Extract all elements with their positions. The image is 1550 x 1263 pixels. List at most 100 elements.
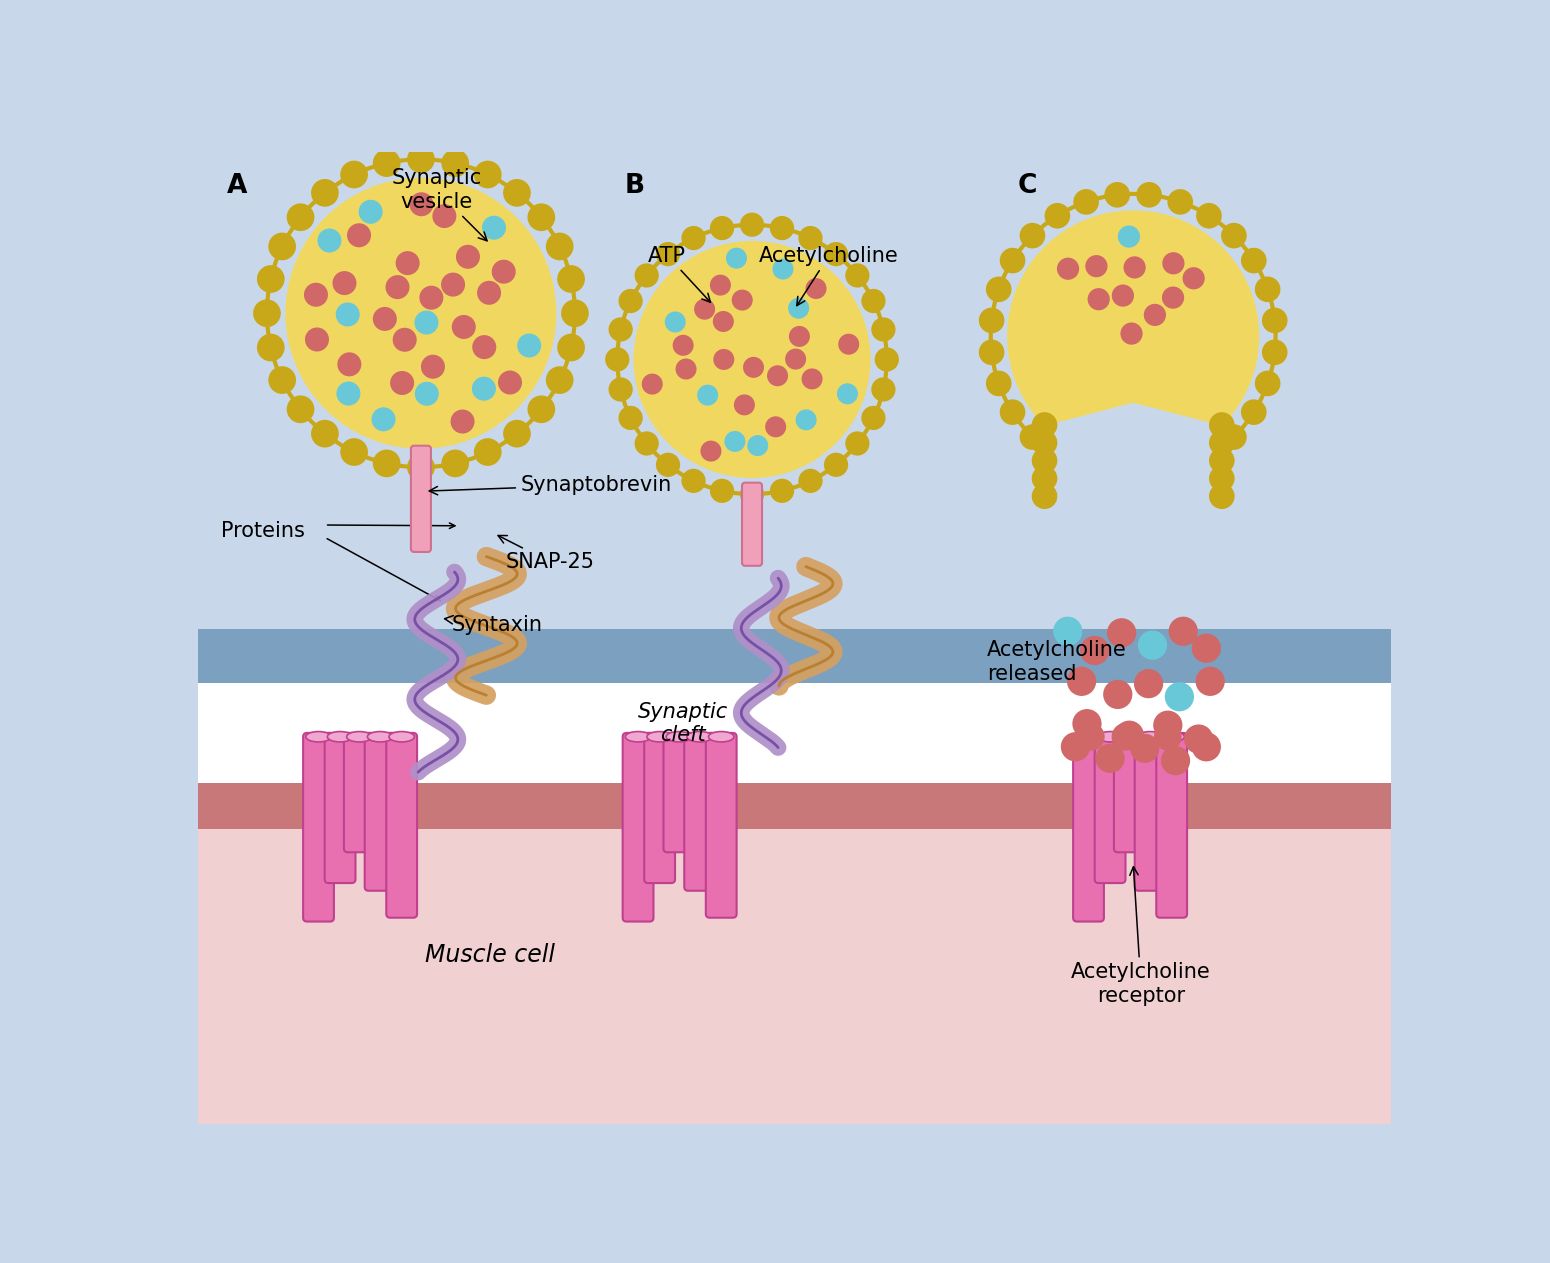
Circle shape xyxy=(1221,424,1246,450)
Circle shape xyxy=(1209,448,1235,474)
Ellipse shape xyxy=(305,731,332,741)
FancyBboxPatch shape xyxy=(1135,733,1166,890)
Circle shape xyxy=(1192,733,1221,762)
Circle shape xyxy=(1130,734,1159,763)
Circle shape xyxy=(1169,616,1198,645)
Circle shape xyxy=(1096,744,1125,773)
Circle shape xyxy=(1242,399,1266,424)
Circle shape xyxy=(1032,448,1057,474)
Circle shape xyxy=(1162,287,1184,308)
Circle shape xyxy=(287,203,315,231)
FancyBboxPatch shape xyxy=(623,733,654,922)
Circle shape xyxy=(656,242,680,266)
Circle shape xyxy=(772,259,794,279)
Circle shape xyxy=(845,263,870,288)
Circle shape xyxy=(374,307,397,331)
Circle shape xyxy=(341,160,367,188)
Circle shape xyxy=(845,432,870,456)
Text: Muscle cell: Muscle cell xyxy=(425,942,555,966)
Circle shape xyxy=(1161,746,1190,775)
Circle shape xyxy=(304,283,329,307)
Circle shape xyxy=(1032,484,1057,509)
Circle shape xyxy=(1085,255,1108,278)
Circle shape xyxy=(698,385,718,405)
Circle shape xyxy=(336,381,361,405)
Circle shape xyxy=(374,149,400,177)
Ellipse shape xyxy=(708,731,735,741)
Circle shape xyxy=(1088,288,1110,311)
Circle shape xyxy=(504,419,530,447)
Circle shape xyxy=(634,263,659,288)
Circle shape xyxy=(609,317,632,341)
Text: Synaptobrevin: Synaptobrevin xyxy=(429,475,673,495)
Circle shape xyxy=(409,192,434,216)
Circle shape xyxy=(682,469,705,493)
Circle shape xyxy=(837,383,859,404)
Circle shape xyxy=(798,469,823,493)
Bar xyxy=(198,830,1392,1124)
Text: Syntaxin: Syntaxin xyxy=(445,615,542,635)
Circle shape xyxy=(1032,429,1057,456)
FancyBboxPatch shape xyxy=(645,733,676,883)
Circle shape xyxy=(312,419,339,447)
Circle shape xyxy=(656,452,680,477)
Circle shape xyxy=(1118,226,1141,248)
Circle shape xyxy=(732,289,753,311)
Circle shape xyxy=(618,405,643,431)
Circle shape xyxy=(604,347,629,371)
FancyBboxPatch shape xyxy=(344,733,375,853)
FancyBboxPatch shape xyxy=(1156,733,1187,918)
Circle shape xyxy=(701,441,721,461)
Circle shape xyxy=(1073,709,1102,739)
Circle shape xyxy=(432,205,456,229)
Circle shape xyxy=(408,453,436,481)
Circle shape xyxy=(825,242,848,266)
Ellipse shape xyxy=(625,731,651,741)
Circle shape xyxy=(1080,635,1110,666)
Circle shape xyxy=(789,326,811,347)
Circle shape xyxy=(1209,429,1235,456)
FancyBboxPatch shape xyxy=(324,733,355,883)
Text: Proteins: Proteins xyxy=(220,522,305,541)
Circle shape xyxy=(1111,722,1139,750)
Circle shape xyxy=(713,311,733,332)
Ellipse shape xyxy=(1159,731,1184,741)
Circle shape xyxy=(862,405,885,431)
Circle shape xyxy=(1256,277,1280,302)
Circle shape xyxy=(724,431,746,452)
Circle shape xyxy=(1138,630,1167,659)
Circle shape xyxy=(978,340,1004,365)
Circle shape xyxy=(1124,256,1145,279)
Circle shape xyxy=(414,311,439,335)
Circle shape xyxy=(839,333,859,355)
Circle shape xyxy=(386,275,409,299)
Circle shape xyxy=(665,312,685,332)
Circle shape xyxy=(392,328,417,352)
Circle shape xyxy=(1104,679,1133,709)
Circle shape xyxy=(1209,484,1235,509)
Circle shape xyxy=(806,278,826,299)
Circle shape xyxy=(1197,203,1221,229)
Circle shape xyxy=(285,178,556,448)
Circle shape xyxy=(474,160,502,188)
FancyBboxPatch shape xyxy=(663,733,694,853)
Text: A: A xyxy=(226,173,248,200)
Circle shape xyxy=(770,216,794,240)
Circle shape xyxy=(391,371,414,395)
Circle shape xyxy=(1153,711,1183,740)
Text: SNAP-25: SNAP-25 xyxy=(498,536,595,572)
Circle shape xyxy=(770,479,794,503)
Circle shape xyxy=(451,409,474,433)
Circle shape xyxy=(491,260,516,284)
Circle shape xyxy=(1114,721,1144,750)
Circle shape xyxy=(1000,248,1026,273)
Circle shape xyxy=(710,479,735,503)
Text: Synaptic
vesicle: Synaptic vesicle xyxy=(391,168,487,241)
Circle shape xyxy=(1162,253,1184,274)
Circle shape xyxy=(556,333,584,361)
Circle shape xyxy=(874,347,899,371)
FancyBboxPatch shape xyxy=(742,482,763,566)
Circle shape xyxy=(556,265,584,293)
Circle shape xyxy=(710,216,735,240)
Ellipse shape xyxy=(666,731,691,741)
